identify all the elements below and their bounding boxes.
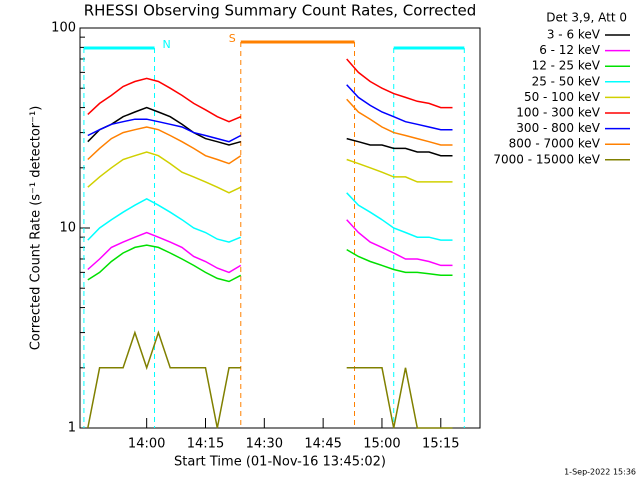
legend-label: 7000 - 15000 keV xyxy=(493,152,600,166)
legend-label: 300 - 800 keV xyxy=(516,121,600,135)
legend-label: 12 - 25 keV xyxy=(532,59,601,73)
series-line xyxy=(346,248,453,277)
y-axis-label: Corrected Count Rate (s⁻¹ detector⁻¹) xyxy=(29,106,44,351)
y-tick-label: 10 xyxy=(59,221,76,236)
x-tick-label: 15:00 xyxy=(363,437,400,452)
series-line xyxy=(346,158,453,183)
series-line xyxy=(346,137,453,157)
series-line xyxy=(87,118,242,143)
series-line xyxy=(87,197,242,243)
series-line xyxy=(87,231,242,274)
series-line xyxy=(346,367,453,429)
x-tick-label: 14:30 xyxy=(246,437,283,452)
series-line xyxy=(87,106,242,146)
legend-label: 100 - 300 keV xyxy=(516,106,600,120)
x-tick-label: 14:15 xyxy=(187,437,224,452)
series-line xyxy=(346,98,453,146)
series-line xyxy=(87,77,242,123)
series-line xyxy=(87,151,242,194)
series-line xyxy=(87,330,241,429)
series-line xyxy=(346,84,453,131)
legend-label: 25 - 50 keV xyxy=(532,74,601,88)
legend-label: 3 - 6 keV xyxy=(547,28,601,42)
chart-title: RHESSI Observing Summary Count Rates, Co… xyxy=(84,2,477,20)
series-line xyxy=(87,126,242,165)
flag-label: S xyxy=(229,32,236,45)
y-tick-label: 100 xyxy=(51,21,76,36)
x-tick-label: 14:00 xyxy=(128,437,165,452)
y-tick-label: 1 xyxy=(68,421,76,436)
x-tick-label: 14:45 xyxy=(304,437,341,452)
x-tick-label: 15:15 xyxy=(422,437,459,452)
series-line xyxy=(346,192,453,241)
legend-title: Det 3,9, Att 0 xyxy=(546,11,627,25)
series-line xyxy=(346,219,453,267)
series-line xyxy=(346,58,453,109)
legend-label: 6 - 12 keV xyxy=(539,43,601,57)
legend-label: 800 - 7000 keV xyxy=(509,137,601,151)
x-axis-label: Start Time (01-Nov-16 13:45:02) xyxy=(174,455,386,470)
legend-label: 50 - 100 keV xyxy=(524,90,601,104)
series-line xyxy=(87,244,242,283)
flag-label: N xyxy=(163,38,171,51)
footer: 1-Sep-2022 15:36 xyxy=(564,468,636,477)
